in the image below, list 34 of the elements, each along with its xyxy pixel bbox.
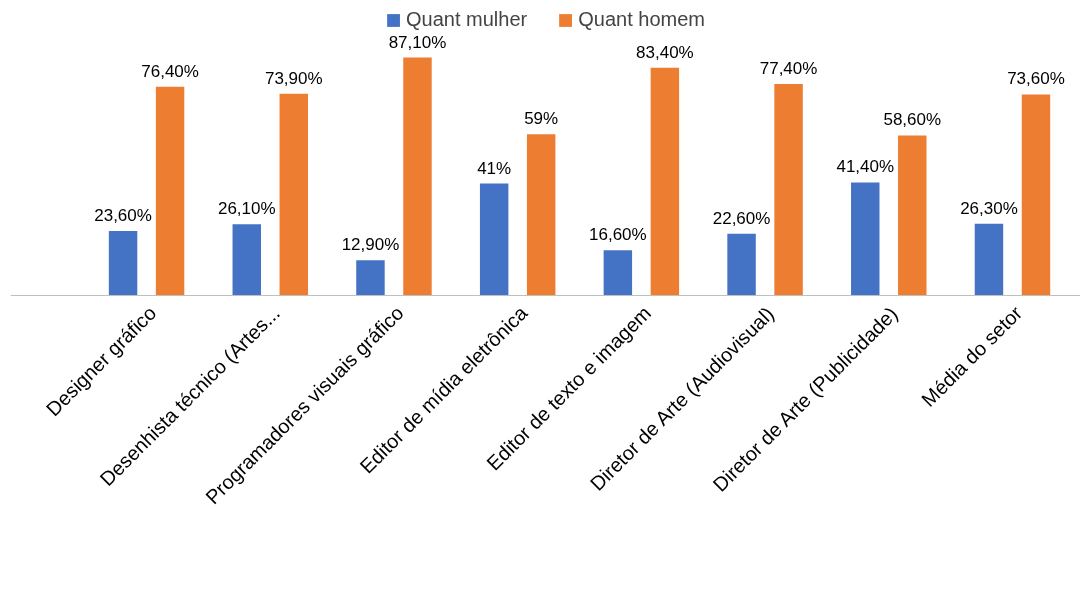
legend-label: Quant homem bbox=[578, 8, 705, 31]
data-label: 22,60% bbox=[712, 208, 771, 228]
bar bbox=[727, 233, 756, 296]
data-label: 76,40% bbox=[141, 61, 199, 81]
data-label: 58,60% bbox=[883, 110, 942, 130]
legend-label: Quant mulher bbox=[406, 8, 528, 31]
bar bbox=[108, 231, 138, 296]
data-label: 77,40% bbox=[759, 59, 818, 79]
data-label: 16,60% bbox=[589, 225, 647, 245]
bar bbox=[650, 67, 680, 296]
bar bbox=[526, 134, 556, 296]
bar bbox=[898, 135, 927, 296]
data-label: 87,10% bbox=[388, 32, 447, 52]
data-label: 41% bbox=[477, 158, 512, 178]
data-label: 83,40% bbox=[636, 42, 694, 62]
data-label: 41,40% bbox=[836, 157, 895, 177]
bar bbox=[974, 223, 1004, 296]
bar bbox=[1021, 94, 1051, 296]
data-label: 26,30% bbox=[960, 198, 1018, 218]
bar bbox=[155, 86, 185, 296]
bar bbox=[356, 260, 385, 296]
data-label: 73,90% bbox=[264, 68, 323, 88]
bar bbox=[279, 93, 308, 296]
data-label: 26,10% bbox=[217, 199, 276, 219]
bar bbox=[232, 224, 261, 296]
data-label: 73,60% bbox=[1007, 69, 1065, 89]
data-label: 12,90% bbox=[341, 235, 400, 255]
bar bbox=[774, 84, 803, 296]
bar bbox=[851, 182, 880, 296]
data-label: 23,60% bbox=[94, 206, 152, 226]
bar bbox=[403, 57, 432, 296]
data-label: 59% bbox=[524, 109, 559, 129]
bar bbox=[603, 250, 633, 296]
bar bbox=[479, 183, 509, 296]
